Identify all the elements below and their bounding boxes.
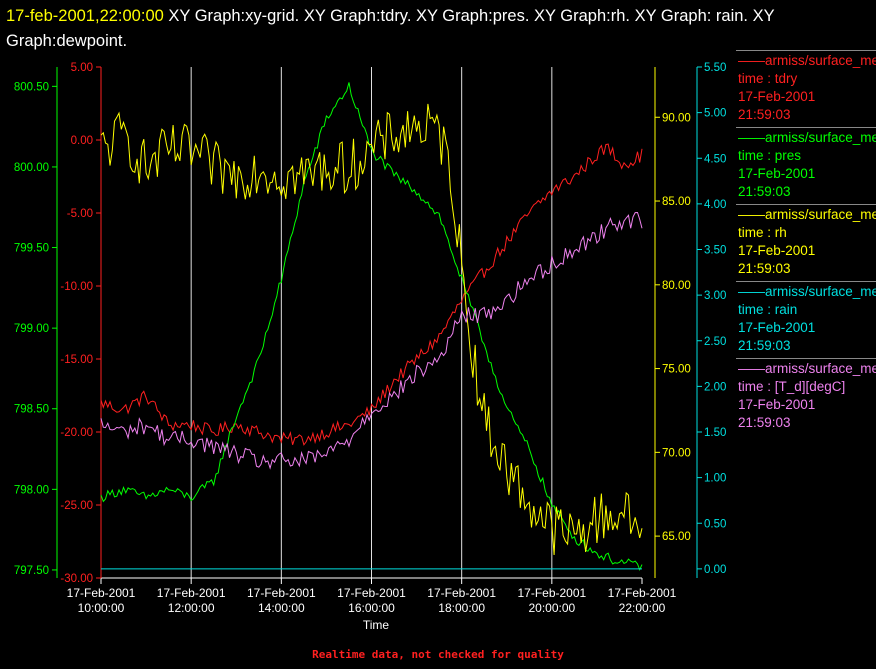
rain-axis-tick-label: 5.50: [704, 62, 726, 74]
series-dewpoint: [100, 211, 643, 470]
title-timestamp: 17-feb-2001,22:00:00: [6, 7, 164, 25]
x-tick-label-date: 17-Feb-2001: [427, 586, 496, 600]
rain-axis-tick-label: 1.50: [704, 427, 726, 439]
x-axis-label: Time: [363, 618, 390, 632]
temp-axis-tick-label: 5.00: [71, 62, 93, 74]
legend-line-swatch: ——: [738, 130, 765, 145]
legend-variable: time : rain: [738, 302, 798, 317]
rain-axis-tick-label: 1.00: [704, 473, 726, 485]
page-title: 17-feb-2001,22:00:00 XY Graph:xy-grid. X…: [6, 4, 866, 54]
legend-time: 21:59:03: [738, 338, 791, 353]
legend-date: 17-Feb-2001: [738, 166, 816, 181]
legend-variable: time : pres: [738, 148, 802, 163]
legend-time: 21:59:03: [738, 415, 791, 430]
legend-variable: time : [T_d][degC]: [738, 379, 846, 394]
quality-footer: Realtime data, not checked for quality: [312, 648, 564, 661]
pres-axis-tick-label: 798.00: [14, 484, 49, 496]
series-tdry: [100, 143, 643, 446]
pres-axis-tick-label: 800.50: [14, 81, 49, 93]
x-tick-label-time: 10:00:00: [78, 601, 125, 615]
legend-date: 17-Feb-2001: [738, 320, 816, 335]
series-pres: [100, 82, 643, 572]
rh-axis-tick-label: 70.00: [662, 447, 691, 459]
temp-axis-tick-label: -30.00: [60, 573, 93, 585]
legend-line-swatch: ——: [738, 284, 765, 299]
legend-source: armiss/surface_met: [765, 130, 876, 145]
x-tick-label-time: 12:00:00: [168, 601, 215, 615]
rh-axis-tick-label: 90.00: [662, 112, 691, 124]
temp-axis-tick-label: -15.00: [60, 354, 93, 366]
rain-axis-tick-label: 4.50: [704, 153, 726, 165]
pres-axis-tick-label: 800.00: [14, 162, 49, 174]
x-tick-label-date: 17-Feb-2001: [517, 586, 586, 600]
rain-axis-tick-label: 0.50: [704, 518, 726, 530]
rain-axis-tick-label: 2.00: [704, 381, 726, 393]
x-tick-label-time: 14:00:00: [258, 601, 305, 615]
legend-source: armiss/surface_met: [765, 53, 876, 68]
rh-axis-tick-label: 65.00: [662, 531, 691, 543]
x-tick-label-time: 18:00:00: [438, 601, 485, 615]
rain-axis-tick-label: 3.00: [704, 290, 726, 302]
pres-axis-tick-label: 797.50: [14, 565, 49, 577]
x-tick-label-time: 22:00:00: [619, 601, 666, 615]
temp-axis-tick-label: -5.00: [67, 208, 93, 220]
pres-axis-tick-label: 799.00: [14, 323, 49, 335]
legend: ——armiss/surface_met time : tdry 17-Feb-20…: [736, 50, 876, 435]
legend-date: 17-Feb-2001: [738, 243, 816, 258]
legend-line-swatch: ——: [738, 361, 765, 376]
rh-axis-tick-label: 80.00: [662, 280, 691, 292]
rain-axis-tick-label: 5.00: [704, 108, 726, 120]
legend-line-swatch: ——: [738, 53, 765, 68]
x-tick-label-date: 17-Feb-2001: [157, 586, 226, 600]
legend-time: 21:59:03: [738, 261, 791, 276]
x-tick-label-date: 17-Feb-2001: [247, 586, 316, 600]
rh-axis-tick-label: 75.00: [662, 364, 691, 376]
data-series: [100, 82, 643, 572]
title-text: XY Graph:xy-grid. XY Graph:tdry. XY Grap…: [6, 7, 775, 50]
legend-variable: time : tdry: [738, 71, 798, 86]
legend-source: armiss/surface_met: [765, 361, 876, 376]
rh-axis-tick-label: 85.00: [662, 196, 691, 208]
chart-axes: 17-Feb-200110:00:0017-Feb-200112:00:0017…: [14, 62, 727, 615]
temp-axis-tick-label: -25.00: [60, 500, 93, 512]
temp-axis-tick-label: 0.00: [71, 135, 93, 147]
legend-date: 17-Feb-2001: [738, 89, 816, 104]
rain-axis-tick-label: 0.00: [704, 564, 726, 576]
rain-axis-tick-label: 4.00: [704, 199, 726, 211]
legend-date: 17-Feb-2001: [738, 397, 816, 412]
legend-variable: time : rh: [738, 225, 787, 240]
series-rh: [100, 103, 643, 556]
x-tick-label-time: 16:00:00: [348, 601, 395, 615]
legend-source: armiss/surface_met: [765, 284, 876, 299]
rain-axis-tick-label: 2.50: [704, 336, 726, 348]
temp-axis-tick-label: -20.00: [60, 427, 93, 439]
legend-line-swatch: ——: [738, 207, 765, 222]
x-tick-label-time: 20:00:00: [528, 601, 575, 615]
legend-time: 21:59:03: [738, 107, 791, 122]
pres-axis-tick-label: 798.50: [14, 404, 49, 416]
pres-axis-tick-label: 799.50: [14, 243, 49, 255]
x-tick-label-date: 17-Feb-2001: [67, 586, 136, 600]
rain-axis-tick-label: 3.50: [704, 245, 726, 257]
x-tick-label-date: 17-Feb-2001: [337, 586, 406, 600]
temp-axis-tick-label: -10.00: [60, 281, 93, 293]
grid-lines: [190, 67, 553, 578]
x-tick-label-date: 17-Feb-2001: [608, 586, 677, 600]
legend-source: armiss/surface_met: [765, 207, 876, 222]
legend-time: 21:59:03: [738, 184, 791, 199]
